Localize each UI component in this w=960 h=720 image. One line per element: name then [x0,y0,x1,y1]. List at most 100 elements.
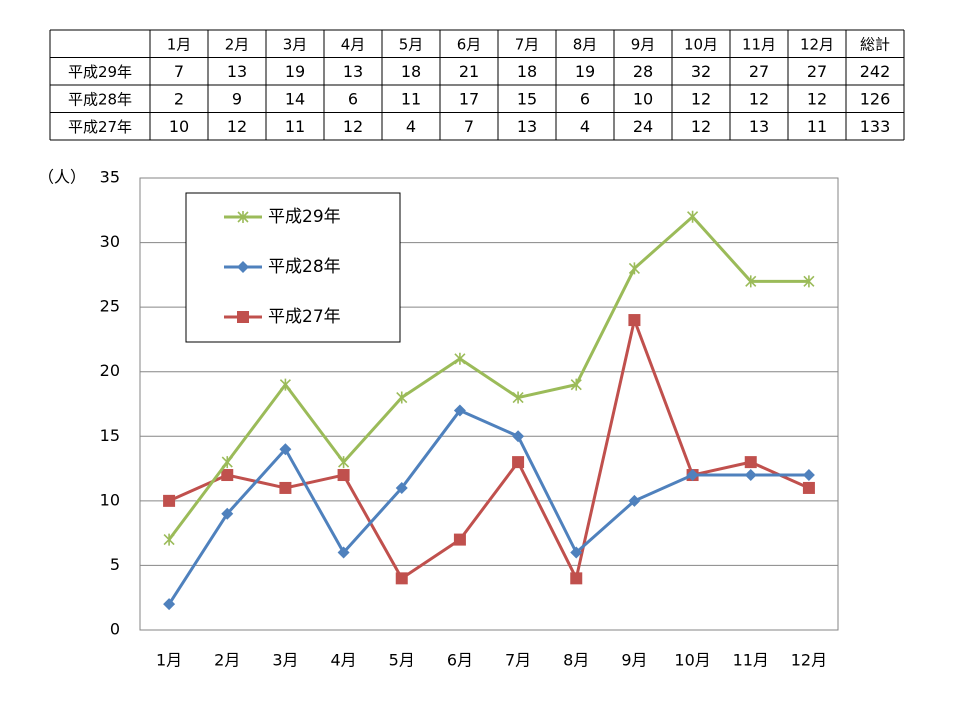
table-cell: 11 [285,117,305,136]
table-header: 11月 [742,35,776,53]
table-cell: 7 [464,117,474,136]
x-tick-label: 2月 [214,651,240,670]
legend-box [185,192,401,343]
x-tick-label: 12月 [791,651,827,670]
legend-marker [237,311,249,323]
data-point [163,598,176,611]
data-point [570,546,583,559]
y-tick-label: 10 [100,490,120,509]
legend-marker [237,211,249,223]
table-cell: 27 [807,62,827,81]
table-header: 10月 [684,35,718,53]
table-row-label: 平成29年 [68,63,132,81]
data-point [279,481,292,494]
table-cell: 19 [575,62,595,81]
table-cell: 27 [749,62,769,81]
data-point [512,391,524,404]
data-point [163,533,175,546]
y-tick-label: 5 [110,555,120,574]
table-cell: 12 [343,117,363,136]
y-tick-label: 30 [100,232,120,251]
table-cell: 7 [174,62,184,81]
x-tick-label: 6月 [447,651,473,670]
table-cell: 18 [517,62,537,81]
data-point [512,430,525,443]
data-point [744,456,757,469]
data-point [744,469,757,482]
data-point [453,533,466,546]
data-point [802,481,815,494]
data-point [687,210,699,223]
table-cell: 12 [691,89,711,108]
table-header: 12月 [800,35,834,53]
y-tick-label: 15 [100,426,120,445]
table-header: 5月 [399,35,424,53]
table-cell: 15 [517,89,537,108]
data-point [337,546,350,559]
x-tick-label: 9月 [621,651,647,670]
table-cell: 2 [174,89,184,108]
table-header: 2月 [225,35,250,53]
table-cell: 9 [232,89,242,108]
data-point [453,404,466,417]
table-cell: 11 [401,89,421,108]
data-point [279,378,291,391]
table-cell: 126 [860,89,891,108]
table-cell: 12 [691,117,711,136]
table-header: 3月 [283,35,308,53]
x-tick-label: 11月 [733,651,769,670]
legend-label: 平成27年 [268,307,341,327]
x-tick-label: 4月 [330,651,356,670]
table-cell: 28 [633,62,653,81]
table-cell: 6 [348,89,358,108]
table-cell: 12 [227,117,247,136]
table-header: 総計 [860,35,890,53]
table-cell: 10 [169,117,189,136]
data-point [396,391,408,404]
data-point [395,481,408,494]
x-tick-label: 5月 [389,651,415,670]
table-cell: 10 [633,89,653,108]
table-cell: 13 [749,117,769,136]
table-header: 1月 [167,35,192,53]
data-point [570,378,582,391]
table-cell: 13 [517,117,537,136]
y-axis-label: （人） [38,168,86,187]
data-point [512,456,525,469]
series-line [167,215,809,541]
x-tick-label: 3月 [272,651,298,670]
data-point [745,275,757,288]
data-point [686,469,699,482]
data-point [628,314,641,327]
table-header: 9月 [631,35,656,53]
data-point [279,443,292,456]
table-cell: 14 [285,89,305,108]
data-point [570,572,583,585]
table-row-label: 平成27年 [68,118,132,136]
data-point [338,456,350,469]
table-cell: 12 [749,89,769,108]
x-tick-label: 1月 [156,651,182,670]
data-point [395,572,408,585]
legend-label: 平成29年 [268,207,341,227]
legend-label: 平成28年 [268,257,341,277]
x-tick-label: 8月 [563,651,589,670]
legend-marker [237,261,249,273]
table-cell: 133 [860,117,891,136]
table-cell: 12 [807,89,827,108]
table-cell: 18 [401,62,421,81]
table-header: 8月 [573,35,598,53]
x-tick-label: 7月 [505,651,531,670]
y-tick-label: 25 [100,297,120,316]
table-header: 4月 [341,35,366,53]
table-cell: 13 [343,62,363,81]
y-tick-label: 0 [110,620,120,639]
data-point [454,352,466,365]
table-cell: 4 [406,117,416,136]
data-point [803,275,815,288]
table-cell: 17 [459,89,479,108]
table-header: 6月 [457,35,482,53]
table-cell: 242 [860,62,891,81]
